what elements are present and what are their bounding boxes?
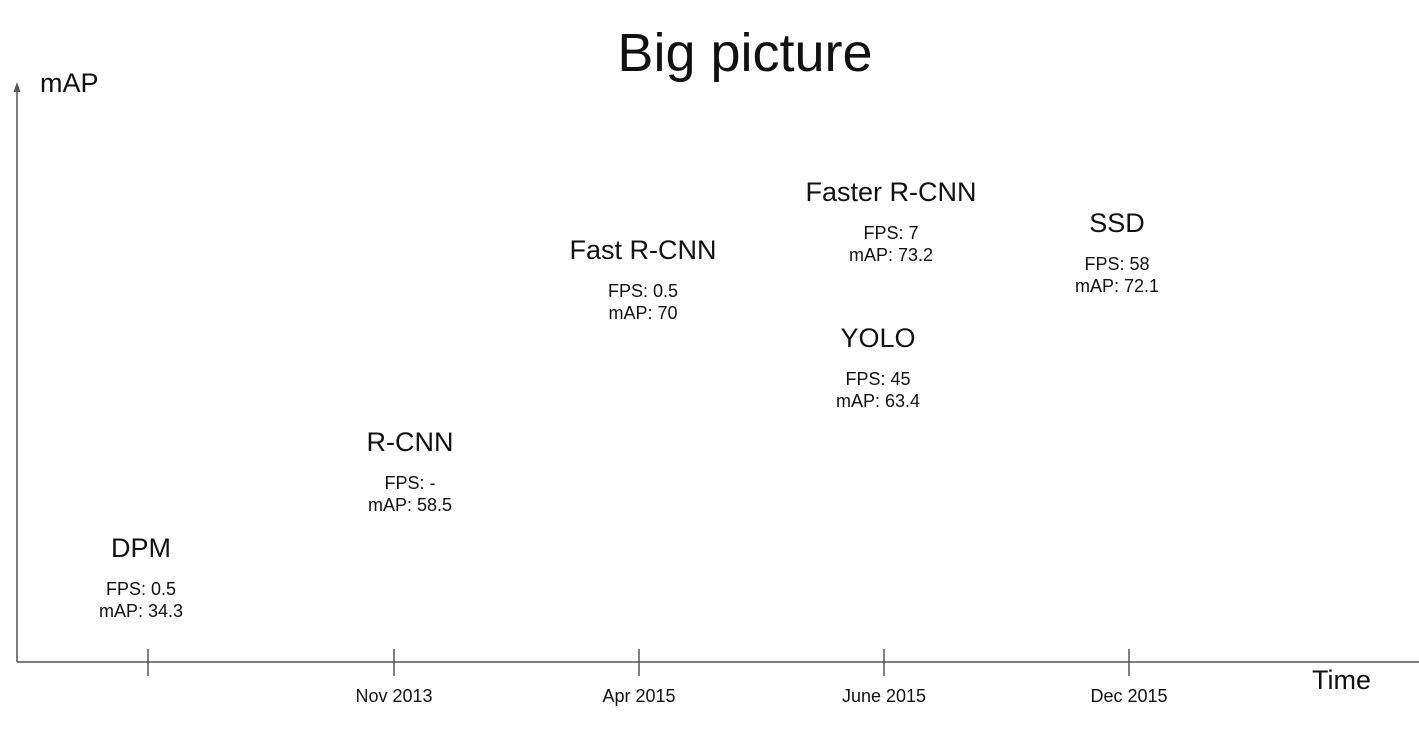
y-axis-label: mAP <box>40 68 99 98</box>
method-fps: FPS: 7 <box>863 223 919 243</box>
method-fps: FPS: - <box>384 473 436 493</box>
x-axis-label: Time <box>1312 665 1371 695</box>
method-map: mAP: 34.3 <box>98 601 184 621</box>
method-name: Faster R-CNN <box>805 177 977 207</box>
method-map: mAP: 72.1 <box>1074 276 1160 296</box>
method-fps: FPS: 58 <box>1084 254 1150 274</box>
method-yolo: YOLO FPS: 45 mAP: 63.4 <box>836 322 920 412</box>
method-map: mAP: 70 <box>608 303 678 323</box>
method-fps: FPS: 0.5 <box>607 281 679 301</box>
method-name: YOLO <box>840 323 916 353</box>
tick-label: June 2015 <box>841 686 927 706</box>
page-title: Big picture <box>617 23 873 83</box>
method-faster-rcnn: Faster R-CNN FPS: 7 mAP: 73.2 <box>805 176 976 266</box>
method-dpm: DPM FPS: 0.5 mAP: 34.3 <box>99 532 183 622</box>
tick-label: Nov 2013 <box>355 686 433 706</box>
method-map: mAP: 73.2 <box>848 245 934 265</box>
method-fps: FPS: 45 <box>845 369 911 389</box>
method-fast-rcnn: Fast R-CNN FPS: 0.5 mAP: 70 <box>570 234 717 324</box>
method-map: mAP: 63.4 <box>835 391 921 411</box>
method-map: mAP: 58.5 <box>367 495 453 515</box>
tick-label: Apr 2015 <box>602 686 676 706</box>
method-ssd: SSD FPS: 58 mAP: 72.1 <box>1075 207 1159 297</box>
method-rcnn: R-CNN FPS: - mAP: 58.5 <box>367 426 454 516</box>
method-name: SSD <box>1089 208 1145 238</box>
method-name: Fast R-CNN <box>569 235 717 265</box>
method-fps: FPS: 0.5 <box>105 579 177 599</box>
tick-label: Dec 2015 <box>1090 686 1168 706</box>
y-axis-arrow-icon <box>13 82 21 92</box>
method-name: R-CNN <box>366 427 454 457</box>
method-name: DPM <box>110 533 171 563</box>
